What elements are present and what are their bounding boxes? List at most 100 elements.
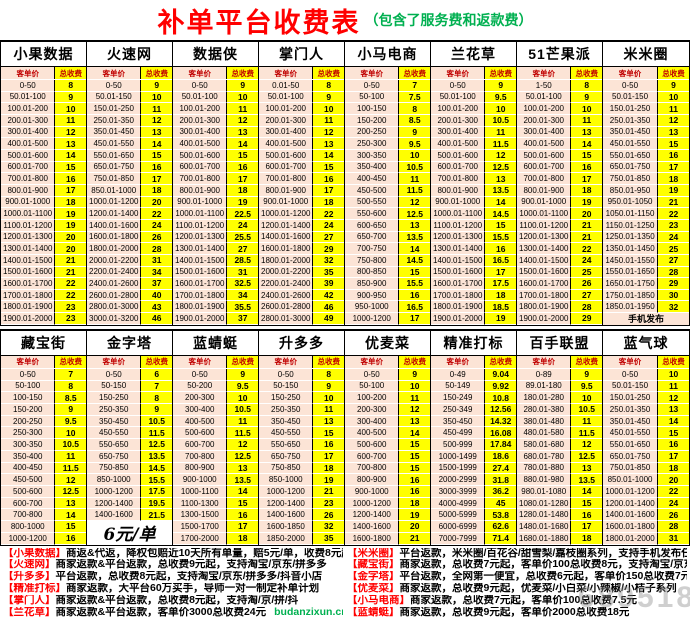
table-row: 100.01-200 10 — [1, 103, 86, 115]
price-range-cell: 150-200 — [345, 114, 400, 127]
price-range-cell: 2800.01-3000 — [259, 313, 314, 325]
table-row: 1400.01-1500 16.5 — [431, 254, 516, 267]
table-row: 980.01-1080 14 — [517, 485, 602, 498]
table-row: 550.01-650 16 — [603, 149, 689, 162]
platform-column-51芒果派: 51芒果派 客单价 总收费 1-50 8 50.01-100 9 100.01-200 10 20… — [517, 42, 603, 325]
fee-cell: 21 — [55, 266, 86, 279]
table-row: 1300.01-1400 27 — [173, 243, 258, 255]
fee-cell: 9.5 — [399, 138, 430, 150]
footer-note-text: 商返&代返，降权包赔近10天所有单量，赔5元/单，收费8元起 — [66, 547, 343, 559]
table-row: 1650.01-1750 29 — [603, 278, 689, 290]
price-range-cell: 50.01-100 — [173, 91, 228, 104]
price-range-cell: 7000-7999 — [431, 532, 486, 545]
price-range-cell: 1100.01-1200 — [517, 219, 572, 232]
fee-cell: 14 — [485, 196, 516, 209]
table-row: 1900.01-2000 23 — [1, 313, 86, 325]
platform-name: 优麦菜 — [345, 331, 430, 356]
table-row: 300-400 10.5 — [173, 403, 258, 416]
fee-cell: 7.5 — [399, 91, 430, 104]
fee-cell: 62.6 — [485, 521, 516, 533]
fee-cell: 15 — [55, 161, 86, 174]
fee-cell: 19 — [55, 208, 86, 220]
platform-column-小果数据: 小果数据 客单价 总收费 0-50 8 50.01-100 9 100.01-200 10 200… — [1, 42, 87, 325]
fee-cell: 19 — [399, 509, 430, 522]
fee-cell: 14 — [571, 485, 602, 498]
footer-platform-label: 【火速网】 — [3, 559, 56, 571]
table-row: 450-500 11.5 — [345, 184, 430, 197]
table-row: 50-100 8 — [1, 380, 86, 393]
price-range-cell: 850.01-1000 — [87, 184, 142, 197]
fee-cell: 13 — [227, 462, 258, 475]
table-row: 2600.01-2800 40 — [87, 289, 172, 302]
price-range-cell: 200-250 — [345, 126, 400, 139]
price-range-cell: 1100.01-1200 — [1, 219, 56, 232]
price-range-cell: 550-600 — [345, 208, 400, 220]
table-row: 2000-2999 31.8 — [431, 474, 516, 486]
platform-column-掌门人: 掌门人 客单价 总收费 0.01-50 8 50.01-100 9 100.01-200 10 2… — [259, 42, 345, 325]
table-row: 1000-1200 16 — [1, 532, 86, 545]
price-range-cell: 800.01-900 — [517, 184, 572, 197]
fee-column-header: 总收费 — [141, 355, 172, 368]
table-row: 1250.01-1350 24 — [603, 231, 689, 244]
table-row: 250-350 11 — [259, 403, 344, 416]
price-range-cell: 780.01-880 — [517, 462, 572, 475]
fee-cell: 23 — [313, 497, 344, 510]
table-row: 400.01-500 13 — [259, 138, 344, 150]
fee-cell: 10.5 — [485, 114, 516, 127]
price-range-cell: 1150.01-1250 — [603, 219, 659, 232]
fee-cell: 9 — [485, 80, 516, 92]
table-row: 50.01-150 11 — [603, 380, 689, 393]
price-range-cell: 250.01-350 — [603, 114, 659, 127]
fee-cell: 16 — [658, 439, 689, 451]
table-row: 1600-1800 21 — [345, 532, 430, 545]
fee-cell: 12.5 — [399, 208, 430, 220]
fee-cell: 27 — [313, 231, 344, 244]
platform-column-蓝气球: 蓝气球 客单价 总收费 0-50 10 50.01-150 11 150.01-250 12 25… — [603, 331, 689, 545]
table-row: 1700.01-1800 22 — [1, 289, 86, 302]
price-range-cell: 450.01-550 — [87, 138, 142, 150]
table-row: 700-750 14 — [345, 243, 430, 255]
price-range-cell: 1680.01-1880 — [517, 532, 572, 545]
fee-cell: 7 — [399, 80, 430, 92]
price-range-cell: 2400.01-2600 — [87, 278, 142, 290]
table-row: 1400.01-1600 27 — [259, 231, 344, 244]
fee-cell: 11.5 — [399, 184, 430, 197]
table-row: 1400-1600 21.5 — [87, 509, 172, 522]
price-range-cell: 100.01-200 — [1, 103, 56, 115]
platform-column-精准打标: 精准打标 客单价 总收费 0-49 9.04 50-149 9.92 150-249 10.8 2… — [431, 330, 517, 545]
price-range-cell: 1050.01-1150 — [603, 208, 659, 220]
table-row: 480.01-580 11.5 — [517, 427, 602, 440]
fee-cell: 18 — [313, 196, 344, 209]
price-range-cell: 680.01-780 — [517, 450, 572, 463]
table-row: 1000-1200 17 — [345, 313, 430, 325]
page-subtitle: （包含了服务费和返款费） — [364, 12, 533, 28]
price-range-cell: 1480.01-1680 — [517, 521, 572, 533]
price-range-cell: 150.01-250 — [603, 103, 659, 115]
price-range-cell: 350-400 — [345, 161, 400, 174]
price-range-cell: 1600.01-1800 — [87, 231, 142, 244]
fee-cell: 7 — [55, 368, 86, 381]
price-range-cell: 50.01-100 — [259, 91, 314, 104]
price-range-cell: 1700.01-1800 — [517, 289, 572, 302]
fee-cell: 24 — [141, 219, 172, 232]
footer-platform-label: 【优麦菜】 — [347, 582, 400, 594]
price-range-cell: 150-250 — [259, 392, 314, 404]
fee-cell: 24 — [227, 219, 258, 232]
fee-cell: 27.4 — [485, 462, 516, 475]
table-row: 1080.01-1280 15 — [517, 497, 602, 510]
fee-cell: 16 — [227, 161, 258, 174]
price-range-cell: 600-700 — [345, 450, 400, 463]
table-row: 300-400 13 — [345, 415, 430, 428]
price-range-cell: 0-50 — [87, 368, 142, 381]
price-range-cell: 500-600 — [345, 439, 400, 451]
table-row: 500-999 17.84 — [431, 439, 516, 451]
footer-note-line: 【兰花草】 商家返款&平台返款，客单价3000总收费24元 budanzixun.c… — [3, 607, 343, 619]
price-range-cell: 800-900 — [345, 474, 400, 486]
price-range-cell: 1100.01-1200 — [431, 219, 486, 232]
price-range-cell: 700-800 — [1, 509, 56, 522]
price-range-cell: 100.01-200 — [517, 103, 572, 115]
fee-cell: 11 — [141, 103, 172, 115]
fee-cell: 16 — [55, 532, 86, 545]
table-row: 0-50 9 — [87, 80, 172, 92]
table-row: 1100.01-1200 19 — [1, 219, 86, 232]
